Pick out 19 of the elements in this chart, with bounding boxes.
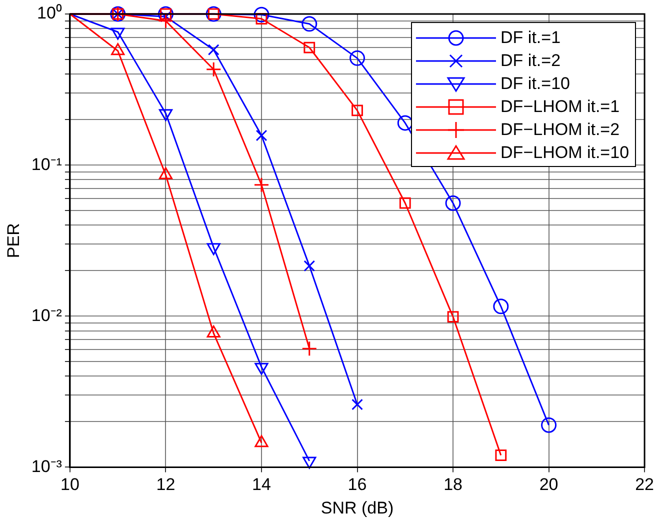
x-tick-label: 10 (60, 475, 80, 494)
y-tick-label: 10⁻² (31, 306, 62, 325)
x-tick-label: 14 (252, 475, 271, 494)
y-tick-label: 10⁻³ (31, 456, 62, 476)
y-tick-label: 10⁻¹ (31, 154, 62, 174)
x-axis-title: SNR (dB) (320, 498, 394, 518)
x-tick-label: 12 (156, 475, 176, 494)
y-tick-label: 10⁰ (37, 4, 62, 23)
legend-label: DF it.=10 (500, 74, 570, 94)
legend-label: DF it.=1 (500, 28, 561, 48)
x-tick-label: 22 (635, 475, 654, 494)
legend-label: DF−LHOM it.=2 (500, 120, 620, 140)
x-tick-label: 20 (539, 475, 558, 494)
legend-label: DF it.=2 (500, 50, 561, 70)
legend-label: DF−LHOM it.=10 (500, 142, 630, 162)
y-axis-title: PER (4, 223, 23, 258)
x-tick-label: 16 (348, 475, 367, 494)
legend-label: DF−LHOM it.=1 (500, 96, 620, 116)
x-tick-label: 18 (444, 475, 462, 494)
